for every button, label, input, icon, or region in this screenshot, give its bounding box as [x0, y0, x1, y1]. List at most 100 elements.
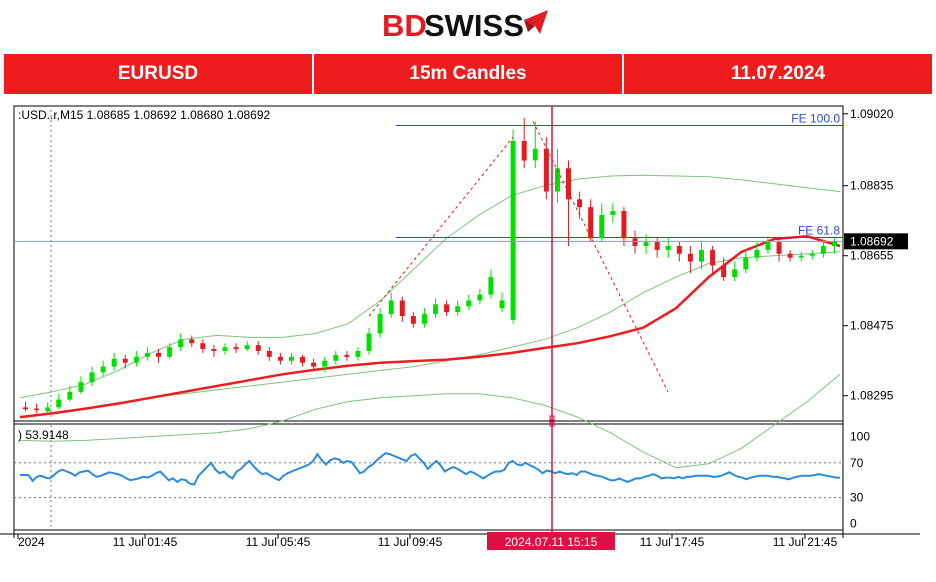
- fib-level-label: FE 100.0: [791, 111, 840, 125]
- candle-body: [355, 351, 361, 357]
- time-tick-label: 11 Jul 09:45: [378, 535, 443, 549]
- candle-body: [45, 407, 51, 412]
- fib-projection-up: [368, 136, 514, 317]
- candle-body: [754, 249, 760, 258]
- candle-body: [222, 347, 228, 351]
- date-label: 11.07.2024: [730, 63, 826, 84]
- rsi-tick-label: 70: [850, 456, 864, 470]
- time-axis-labels: 2024 11 Jul 01:45 11 Jul 05:45 11 Jul 09:45…: [17, 532, 838, 550]
- candle-body: [34, 408, 40, 411]
- candle-body: [765, 242, 771, 250]
- candle-body: [421, 314, 427, 324]
- bollinger-lower-line: [19, 373, 841, 469]
- time-tick-label: 2024.07.11 15:15: [505, 535, 598, 549]
- candle-body: [244, 345, 250, 350]
- candle-body: [100, 366, 106, 373]
- fib-projection-down: [532, 121, 669, 393]
- candle-body: [621, 211, 627, 239]
- candles: [23, 117, 837, 414]
- candle-body: [122, 358, 128, 363]
- moving-average: [19, 235, 841, 419]
- rsi-tick-label: 0: [850, 517, 857, 531]
- candle-body: [721, 265, 727, 278]
- candle-body: [288, 356, 294, 361]
- rsi-value-label: ) 53.9148: [18, 428, 69, 442]
- candle-body: [566, 168, 572, 200]
- candle-body: [266, 351, 272, 357]
- candle-body: [399, 300, 405, 316]
- candle-body: [466, 300, 472, 307]
- fib-projection-lines: [368, 121, 669, 393]
- moving-average-line: [19, 235, 841, 419]
- candle-body: [277, 356, 283, 361]
- price-tick-label: 1.08295: [850, 389, 894, 403]
- candle-body: [588, 207, 594, 239]
- price-tick-label: 1.08655: [850, 249, 894, 263]
- candle-body: [189, 339, 195, 344]
- candle-body: [111, 358, 117, 367]
- candle-body: [388, 300, 394, 315]
- candle-body: [67, 391, 73, 400]
- brand-text-right: SWISS: [424, 8, 524, 43]
- candle-body: [743, 257, 749, 270]
- candle-body: [444, 304, 450, 313]
- candle-body: [510, 141, 516, 320]
- current-price-label: 1.08692: [850, 234, 894, 248]
- candle-body: [344, 354, 350, 357]
- candle-body: [654, 242, 660, 250]
- candle-body: [255, 345, 261, 351]
- candle-body: [333, 354, 339, 361]
- candle-body: [23, 407, 29, 410]
- bollinger-upper-line: [19, 174, 841, 399]
- candle-body: [532, 148, 538, 161]
- candle-body: [732, 269, 738, 278]
- price-axis: 1.09020 1.08835 1.08655 1.08475 1.08295 1.086…: [14, 107, 908, 403]
- candle-body: [300, 356, 306, 363]
- time-tick-label: 11 Jul 17:45: [640, 535, 705, 549]
- candle-body: [809, 253, 815, 256]
- candle-body: [521, 141, 527, 161]
- time-tick-label: 11 Jul 01:45: [113, 535, 178, 549]
- candle-body: [632, 238, 638, 246]
- candle-body: [233, 347, 239, 350]
- brand-text-left: BD: [382, 8, 427, 43]
- rsi-tick-label: 100: [850, 430, 870, 444]
- time-tick-label: 11 Jul 05:45: [246, 535, 311, 549]
- candle-body: [455, 306, 461, 313]
- candle-body: [776, 242, 782, 254]
- crosshair-marker: [549, 415, 555, 421]
- candle-body: [78, 382, 84, 392]
- rsi-tick-label: 30: [850, 491, 864, 505]
- candle-body: [488, 277, 494, 295]
- time-tick-label: 11 Jul 21:45: [773, 535, 838, 549]
- candle-body: [311, 362, 317, 367]
- symbol-info-label: :USD..r,M15 1.08685 1.08692 1.08680 1.08…: [18, 108, 271, 122]
- candle-body: [410, 316, 416, 324]
- candle-body: [156, 352, 162, 357]
- candle-body: [543, 148, 549, 192]
- highlighted-time-box: [487, 532, 615, 550]
- candle-body: [377, 314, 383, 334]
- candle-body: [499, 300, 505, 309]
- brand-logo: BD SWISS: [382, 8, 548, 43]
- price-tick-label: 1.08835: [850, 179, 894, 193]
- candle-body: [798, 255, 804, 258]
- candle-body: [710, 249, 716, 266]
- candle-body: [820, 246, 826, 254]
- candle-body: [610, 211, 616, 215]
- candle-body: [554, 168, 560, 192]
- symbol-label: EURUSD: [4, 54, 314, 94]
- candle-body: [178, 339, 184, 348]
- time-tick-label: 2024: [18, 535, 45, 549]
- candle-body: [477, 294, 483, 301]
- candle-body: [698, 249, 704, 262]
- candle-body: [787, 253, 793, 258]
- candle-body: [56, 399, 62, 408]
- fib-levels: FE 100.0 FE 61.8: [396, 111, 843, 238]
- candle-body: [599, 214, 605, 239]
- candle-body: [433, 304, 439, 315]
- candle-body: [665, 246, 671, 250]
- price-tick-label: 1.08475: [850, 319, 894, 333]
- candle-body: [133, 356, 139, 363]
- rsi-line: [20, 452, 840, 486]
